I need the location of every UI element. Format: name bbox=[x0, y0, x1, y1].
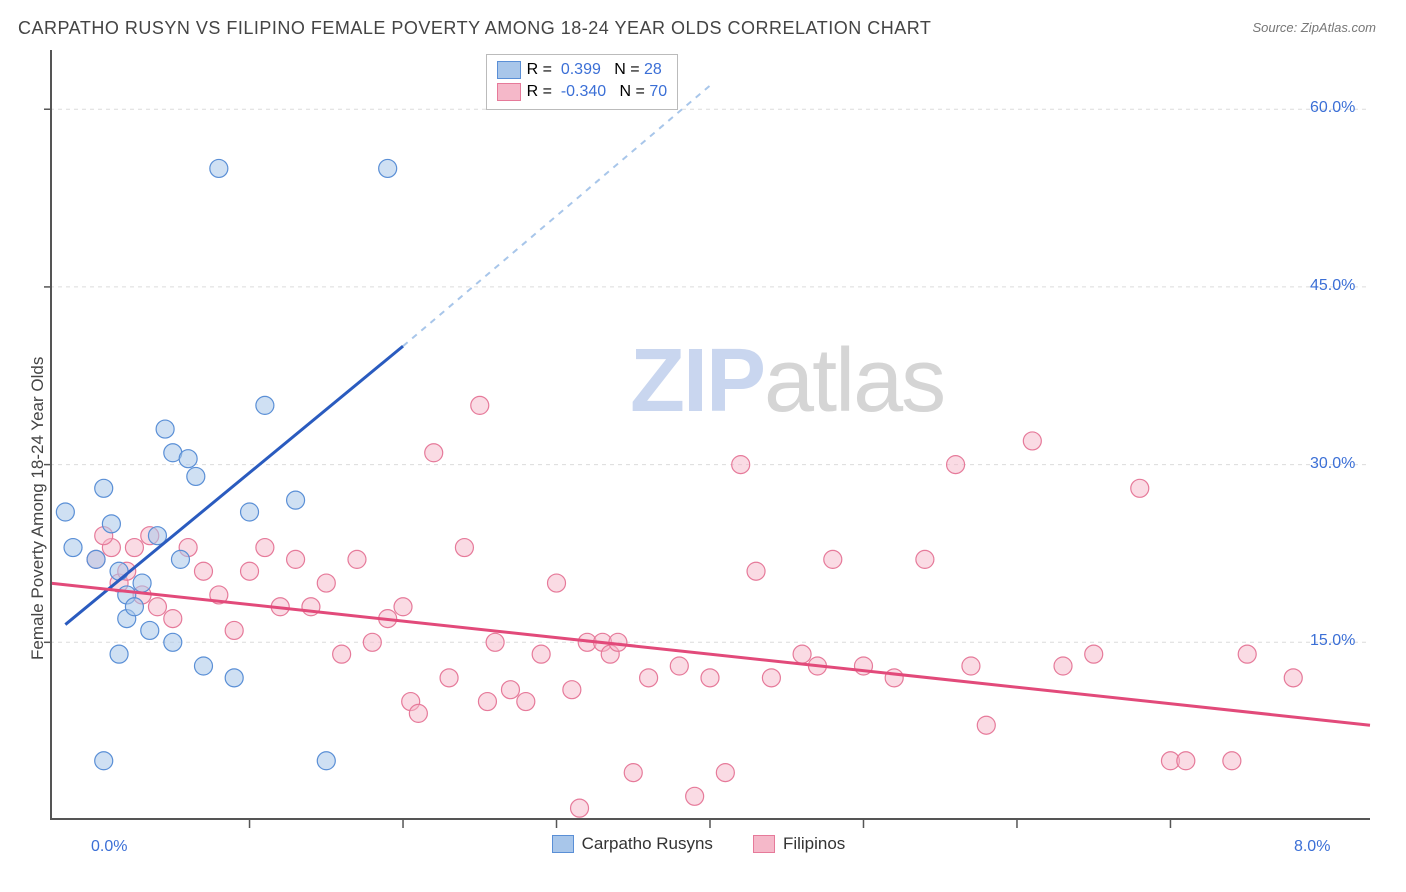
series-legend-item: Filipinos bbox=[753, 834, 845, 854]
y-tick-label: 45.0% bbox=[1310, 277, 1355, 295]
legend-stats: R = 0.399 N = 28 bbox=[527, 59, 662, 81]
legend-swatch bbox=[497, 61, 521, 79]
x-tick-label: 0.0% bbox=[91, 838, 127, 856]
series-swatch bbox=[753, 835, 775, 853]
legend-stats: R = -0.340 N = 70 bbox=[527, 81, 668, 103]
x-tick-label: 8.0% bbox=[1294, 838, 1330, 856]
series-name: Carpatho Rusyns bbox=[582, 834, 713, 854]
series-swatch bbox=[552, 835, 574, 853]
series-legend-item: Carpatho Rusyns bbox=[552, 834, 713, 854]
y-tick-label: 15.0% bbox=[1310, 632, 1355, 650]
series-legend: Carpatho Rusyns Filipinos bbox=[552, 834, 846, 854]
legend-row: R = 0.399 N = 28 bbox=[497, 59, 668, 81]
y-tick-label: 30.0% bbox=[1310, 455, 1355, 473]
correlation-legend: R = 0.399 N = 28 R = -0.340 N = 70 bbox=[486, 54, 679, 110]
legend-swatch bbox=[497, 83, 521, 101]
series-name: Filipinos bbox=[783, 834, 845, 854]
y-tick-label: 60.0% bbox=[1310, 99, 1355, 117]
legend-row: R = -0.340 N = 70 bbox=[497, 81, 668, 103]
plot-frame bbox=[50, 50, 1370, 820]
